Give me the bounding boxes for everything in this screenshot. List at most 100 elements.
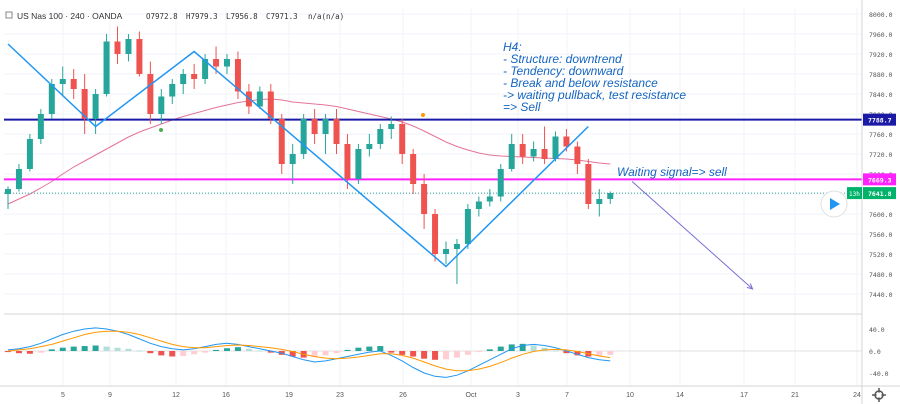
price-tick-label: 7720.0 [869,151,893,159]
macd-histogram-bar [245,348,252,351]
candle-body [530,149,537,157]
candle-body [453,244,460,249]
support-price-tag [863,173,896,186]
candle-body [147,74,154,114]
candle-body [475,201,482,209]
resistance-price-label: 7788.7 [868,117,892,125]
price-tick-label: 8000.0 [869,11,893,19]
price-tags: 7788.7 7669.3 7641.8 13h [847,113,896,200]
macd-histogram-bar [344,349,351,351]
macd-histogram-bar [596,351,603,356]
candle-body [278,119,285,164]
header: US Nas 100 · 240 · OANDA O7972.8 H7979.3… [5,11,344,21]
candles [5,26,614,284]
macd-histogram-bar [508,344,515,351]
candle-body [37,114,44,139]
note-line: H4: [503,40,522,54]
macd-histogram-bar [322,351,329,356]
macd-histogram-bar [103,346,110,351]
countdown-label: 13h [849,191,860,198]
price-tick-label: 7960.0 [869,31,893,39]
price-tick-label: 7840.0 [869,91,893,99]
macd-histogram-bar [464,351,471,355]
note-line: - Tendency: downward [503,64,624,78]
macd-histogram-bar [443,351,449,360]
macd-histogram-bar [333,351,340,354]
macd-histogram-bar [399,351,406,355]
price-tick-label: 7440.0 [869,291,893,299]
support-price-label: 7669.3 [868,176,892,184]
macd-histogram-bar [486,349,493,351]
candle-body [59,79,66,84]
price-tick-label: 7760.0 [869,131,893,139]
candle-body [70,79,77,89]
macd-tick-label: -40.0 [869,370,889,378]
macd-histogram-bar [213,349,220,351]
candle-body [607,193,614,199]
note-line: - Break and below resistance [503,76,658,90]
note-line: - Structure: downtrend [503,52,622,66]
candle-body [224,59,230,67]
macd-histogram-bar [5,351,11,353]
macd-histogram-bar [15,351,22,354]
macd-histogram-bar [530,345,537,351]
candle-body [432,214,439,254]
time-tick-label: 17 [740,392,748,399]
candle-body [81,89,88,119]
candle-body [388,124,395,129]
marker-dot [421,113,425,117]
symbol-label: US Nas 100 · 240 · OANDA [17,11,123,21]
macd-histogram-bar [37,351,44,353]
candle-body [355,149,362,179]
macd-histogram-bar [607,351,614,355]
macd-histogram-bar [114,347,121,351]
candle-body [399,124,406,154]
price-tick-label: 7920.0 [869,51,893,59]
candle-body [519,144,526,157]
candle-body [443,249,449,254]
candle-body [26,139,33,169]
macd-histogram-bar [125,348,132,351]
time-tick-label: 10 [626,392,634,399]
marker-dot [159,128,163,132]
macd-histogram-bar [234,347,241,351]
macd-histogram-bar [475,351,482,353]
price-tick-label: 7520.0 [869,251,893,259]
candle-body [267,91,274,119]
candle-body [202,59,209,79]
candle-body [333,119,340,144]
candle-body [585,164,592,204]
projection-arrowhead [746,283,754,290]
price-tick-label: 7880.0 [869,71,893,79]
high-value: H7979.3 [186,12,218,21]
candle-body [322,119,329,134]
candle-body [508,144,515,169]
candle-body [5,189,11,194]
macd-histogram-bar [552,350,559,352]
collapse-icon[interactable] [5,11,13,19]
open-value: O7972.8 [146,12,178,21]
candle-body [563,136,570,147]
time-tick-label: 21 [791,392,799,399]
macd-histogram-bar [377,346,384,351]
time-tick-label: 16 [222,392,230,399]
time-tick-label: 9 [108,392,112,399]
zigzag-line [7,43,589,268]
macd-histogram-bar [355,347,362,351]
signal-note: Waiting signal=> sell [617,165,727,179]
candle-body [486,196,493,202]
settings-icon[interactable] [872,388,886,402]
time-tick-label: 5 [61,392,65,399]
macd-histogram-bar [563,351,570,354]
projection-arrow-line [631,181,753,290]
time-tick-label: 14 [676,392,684,399]
candle-body [180,74,187,84]
candle-body [410,154,417,184]
go-to-realtime-button[interactable] [820,190,848,218]
macd-histogram-bar [432,351,439,360]
price-axis[interactable]: 8000.07960.07920.07880.07840.07800.07760… [869,11,893,299]
countdown-tag [847,187,862,200]
time-axis[interactable]: 5 9 12 16 19 23 26 Oct 3 7 10 14 17 21 24 [61,392,861,399]
macd-axis[interactable]: 40.0 0.0 -40.0 [869,326,889,378]
